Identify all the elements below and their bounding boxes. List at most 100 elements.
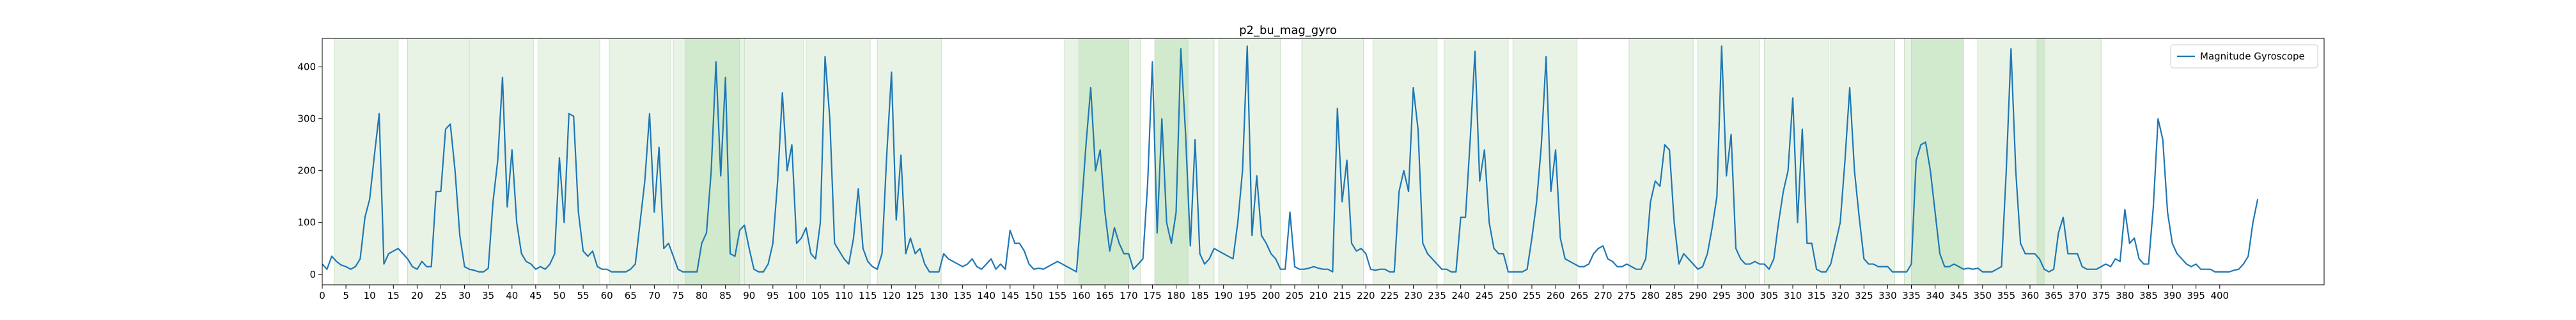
data-series (322, 45, 2259, 273)
x-tick-label: 220 (1357, 290, 1375, 301)
x-tick-label: 150 (1025, 290, 1043, 301)
y-tick-label: 100 (297, 217, 316, 228)
x-tick-label: 20 (411, 290, 423, 301)
highlight-span (1628, 38, 1694, 285)
x-tick-label: 5 (343, 290, 349, 301)
x-tick-label: 100 (788, 290, 806, 301)
x-tick-label: 320 (1831, 290, 1850, 301)
x-tick-label: 345 (1949, 290, 1968, 301)
x-tick-label: 300 (1737, 290, 1755, 301)
legend: Magnitude Gyroscope (2170, 44, 2318, 68)
x-tick-label: 130 (930, 290, 948, 301)
highlight-span (673, 38, 686, 285)
x-tick-label: 60 (601, 290, 613, 301)
x-tick-label: 175 (1143, 290, 1162, 301)
x-tick-label: 180 (1167, 290, 1185, 301)
x-tick-label: 380 (2116, 290, 2134, 301)
x-tick-label: 260 (1547, 290, 1565, 301)
highlight-span (1911, 38, 1964, 285)
x-tick-label: 235 (1428, 290, 1446, 301)
x-tick-label: 65 (625, 290, 637, 301)
x-tick-label: 360 (2021, 290, 2040, 301)
x-tick-label: 15 (387, 290, 400, 301)
x-axis: 0 5 10 15 20 25 30 35 40 45 50 55 60 65 70 75 80 85 90 95 10… (319, 285, 2229, 301)
highlight-span (2043, 38, 2102, 285)
x-tick-label: 135 (953, 290, 972, 301)
highlight-span (1064, 38, 1079, 285)
x-tick-label: 365 (2045, 290, 2063, 301)
x-tick-label: 185 (1190, 290, 1209, 301)
x-tick-label: 265 (1570, 290, 1589, 301)
x-tick-label: 45 (529, 290, 542, 301)
x-tick-label: 145 (1001, 290, 1019, 301)
x-tick-label: 155 (1049, 290, 1067, 301)
x-tick-label: 55 (577, 290, 589, 301)
chart-title: p2_bu_mag_gyro (1239, 24, 1337, 37)
x-tick-label: 280 (1641, 290, 1660, 301)
x-tick-label: 310 (1784, 290, 1802, 301)
x-tick-label: 105 (811, 290, 830, 301)
x-tick-label: 170 (1120, 290, 1138, 301)
highlight-span (334, 38, 399, 285)
legend-box (2170, 44, 2318, 68)
highlight-span (1128, 38, 1141, 285)
x-tick-label: 385 (2139, 290, 2158, 301)
highlight-span (739, 38, 745, 285)
highlight-span (1698, 38, 1760, 285)
x-tick-label: 205 (1286, 290, 1304, 301)
plot-frame (322, 38, 2325, 285)
x-tick-label: 30 (458, 290, 471, 301)
highlight-span (2036, 38, 2045, 285)
x-tick-label: 390 (2163, 290, 2182, 301)
x-tick-label: 80 (696, 290, 708, 301)
x-tick-label: 400 (2210, 290, 2229, 301)
x-tick-label: 250 (1499, 290, 1518, 301)
x-tick-label: 240 (1451, 290, 1470, 301)
x-tick-label: 75 (672, 290, 684, 301)
x-tick-label: 210 (1309, 290, 1328, 301)
x-tick-label: 90 (743, 290, 755, 301)
x-tick-label: 255 (1523, 290, 1542, 301)
x-tick-label: 325 (1855, 290, 1873, 301)
x-tick-label: 395 (2187, 290, 2205, 301)
x-tick-label: 275 (1618, 290, 1636, 301)
highlight-span (1301, 38, 1364, 285)
x-tick-label: 315 (1807, 290, 1826, 301)
x-tick-label: 215 (1333, 290, 1352, 301)
highlight-span (1372, 38, 1438, 285)
x-tick-label: 160 (1072, 290, 1091, 301)
x-tick-label: 290 (1689, 290, 1707, 301)
x-tick-label: 370 (2068, 290, 2087, 301)
highlight-span (469, 38, 534, 285)
x-tick-label: 225 (1380, 290, 1399, 301)
x-tick-label: 140 (977, 290, 995, 301)
x-tick-label: 330 (1878, 290, 1897, 301)
x-tick-label: 165 (1096, 290, 1114, 301)
x-tick-label: 70 (648, 290, 660, 301)
highlight-span (1903, 38, 1912, 285)
y-tick-label: 0 (309, 269, 316, 280)
x-tick-label: 295 (1712, 290, 1731, 301)
x-tick-label: 200 (1262, 290, 1281, 301)
x-tick-label: 85 (719, 290, 731, 301)
x-tick-label: 335 (1902, 290, 1921, 301)
highlight-span (538, 38, 600, 285)
highlight-span (1187, 38, 1215, 285)
y-tick-label: 300 (297, 113, 316, 125)
x-tick-label: 245 (1475, 290, 1494, 301)
highlight-span (1977, 38, 2038, 285)
x-tick-label: 375 (2092, 290, 2111, 301)
x-tick-label: 35 (482, 290, 494, 301)
x-tick-label: 230 (1404, 290, 1423, 301)
x-tick-label: 50 (553, 290, 565, 301)
x-tick-label: 285 (1665, 290, 1683, 301)
x-tick-label: 110 (835, 290, 854, 301)
x-tick-label: 340 (1926, 290, 1944, 301)
x-tick-label: 305 (1760, 290, 1779, 301)
highlight-span (806, 38, 871, 285)
x-tick-label: 10 (364, 290, 376, 301)
legend-label: Magnitude Gyroscope (2200, 51, 2305, 62)
x-tick-label: 0 (319, 290, 325, 301)
x-tick-label: 25 (435, 290, 447, 301)
